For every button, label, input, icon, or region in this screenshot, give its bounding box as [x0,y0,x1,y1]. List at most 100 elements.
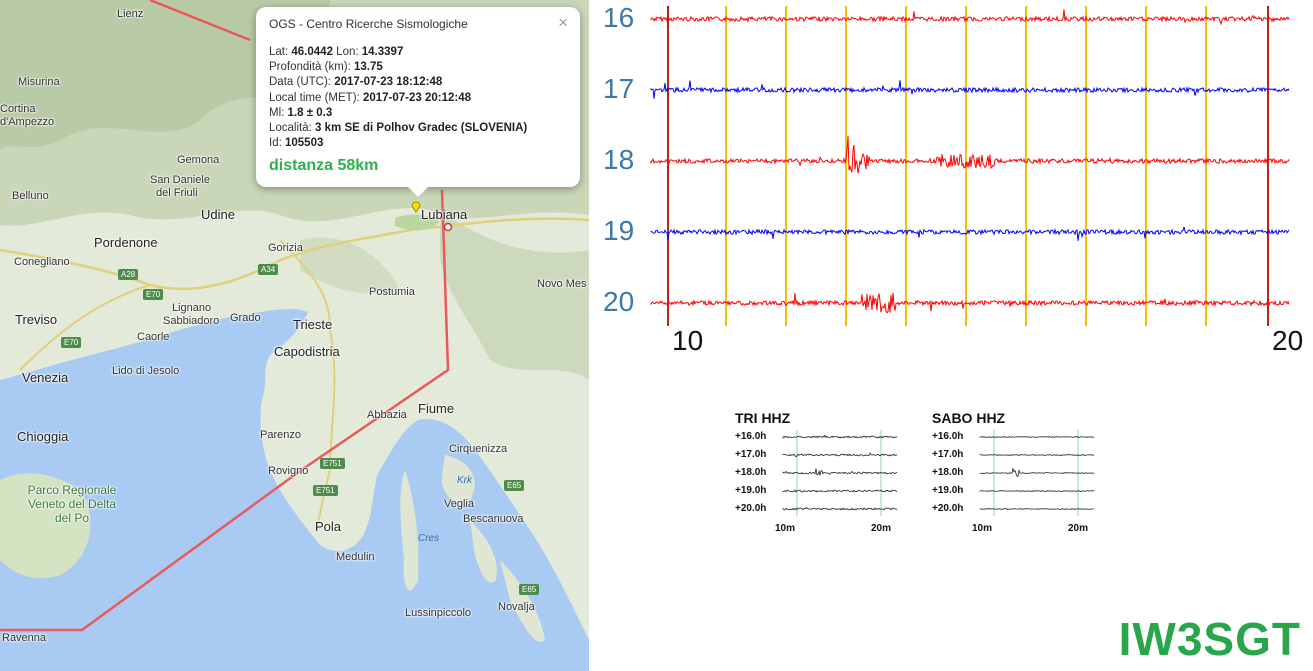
mini-trace [979,490,1095,492]
mini-trace [782,452,898,458]
place-label: Caorle [137,331,170,343]
place-label: Krk [457,475,472,486]
road-shield: E70 [143,289,164,300]
place-label: Chioggia [17,429,69,444]
id-value: 105503 [285,137,324,150]
place-label: Cirquenizza [449,443,508,455]
row-label: +18.0h [735,467,767,478]
mini-trace [979,468,1095,477]
road-shield: E751 [313,485,338,496]
place-label: Bescanuova [463,513,524,525]
id-row: Id: 105503 [269,136,527,151]
road-shield: E751 [320,458,345,469]
place-label: Lienz [117,8,144,20]
trace-hour-20 [650,292,1290,314]
mini-trace [782,507,898,511]
place-label: Grado [230,312,261,324]
place-label: Trieste [293,317,333,332]
lon-label: Lon: [336,46,359,58]
row-label: +16.0h [735,431,767,442]
place-label: Lubiana [421,207,468,222]
location-value: 3 km SE di Polhov Gradec (SLOVENIA) [315,122,528,135]
local-time-value: 2017-07-23 20:12:48 [362,91,472,104]
place-label: Lussinpiccolo [405,607,472,619]
minute-label-10: 10 [672,325,704,356]
row-label: +20.0h [735,503,767,514]
mini-trace [979,454,1095,456]
minute-label-20: 20 [1272,325,1304,356]
road-shield: E65 [504,480,525,491]
place-label: Capodistria [274,344,340,359]
place-label: Novalja [498,601,535,613]
mini-trace [782,489,898,493]
hour-label: 18 [603,144,635,175]
place-label: Parenzo [260,429,301,441]
depth-value: 13.75 [354,61,383,74]
mini-traces [782,430,898,516]
lat-value: 46.0442 [291,46,333,58]
id-label: Id: [269,137,282,150]
panel-title: SABO HHZ [932,410,1006,426]
mini-traces [979,430,1095,516]
tick-label: 20m [871,523,892,534]
sabo-hhz-panel: SABO HHZ +16.0h +17.0h +18.0h +19.0h +20.0h 1… [932,408,1132,548]
place-label: Lignano [172,302,212,314]
place-label: Cres [418,533,440,544]
tick-label: 20m [1068,523,1089,534]
road-shield: A28 [118,269,139,280]
helicorder-traces [650,6,1290,326]
place-label: Gorizia [268,242,303,254]
park-label: Parco Regionale Veneto del Delta del Po [27,483,117,525]
place-label: Udine [201,207,235,222]
place-label: Postumia [369,286,415,298]
road-shield: E70 [61,337,82,348]
helicorder-plot: 16 17 18 19 20 10 20 [596,0,1313,360]
place-label: Rovigno [268,465,309,477]
mini-trace [979,507,1095,510]
place-label: Novo Mes [537,278,587,290]
row-label: +18.0h [932,467,964,478]
location-label: Località: [269,122,312,135]
location-row: Località: 3 km SE di Polhov Gradec (SLOV… [269,121,527,136]
place-label: Misurina [18,76,60,88]
place-label: Sabbiadoro [163,315,220,327]
utc-value: 2017-07-23 18:12:48 [334,76,443,89]
place-label: Treviso [15,312,58,327]
trace-hour-19 [650,226,1290,241]
hour-label: 17 [603,73,635,104]
hour-label: 16 [603,2,635,33]
row-label: +17.0h [932,449,964,460]
place-label: Abbazia [367,409,407,421]
latlon-row: Lat: 46.0442 Lon: 14.3397 [269,45,527,60]
magnitude-label: Ml: [269,106,285,119]
local-time-row: Local time (MET): 2017-07-23 20:12:48 [269,91,527,106]
hour-label: 19 [603,215,635,246]
utc-label: Data (UTC): [269,76,331,89]
place-label: Conegliano [14,256,70,268]
magnitude-row: Ml: 1.8 ± 0.3 [269,106,527,121]
hour-label: 20 [603,286,635,317]
place-label: Belluno [12,190,49,202]
place-label: Veglia [444,498,474,510]
mini-trace [782,468,898,476]
map-view[interactable]: Lienz Misurina Cortina d'Ampezzo Gemona San D… [0,0,589,671]
tick-label: 10m [972,523,993,534]
mini-trace [782,434,898,439]
event-info-popup: OGS - Centro Ricerche Sismologiche × Lat… [256,7,580,197]
lat-label: Lat: [269,46,289,58]
trace-hour-16 [650,9,1290,26]
place-label: Fiume [418,401,455,416]
place-label: San Daniele [150,174,210,186]
place-label: Medulin [336,551,375,563]
trace-hour-17 [650,80,1290,99]
distance-text: distanza 58km [269,157,379,174]
local-time-label: Local time (MET): [269,91,360,104]
tick-label: 10m [775,523,796,534]
place-label: Ravenna [2,632,47,644]
place-label: Pordenone [94,235,158,250]
close-icon[interactable]: × [558,13,568,32]
row-label: +19.0h [932,485,964,496]
road-shield: A34 [258,264,279,275]
mini-trace [979,436,1095,439]
popup-details: Lat: 46.0442 Lon: 14.3397 Profondità (km… [269,45,527,151]
